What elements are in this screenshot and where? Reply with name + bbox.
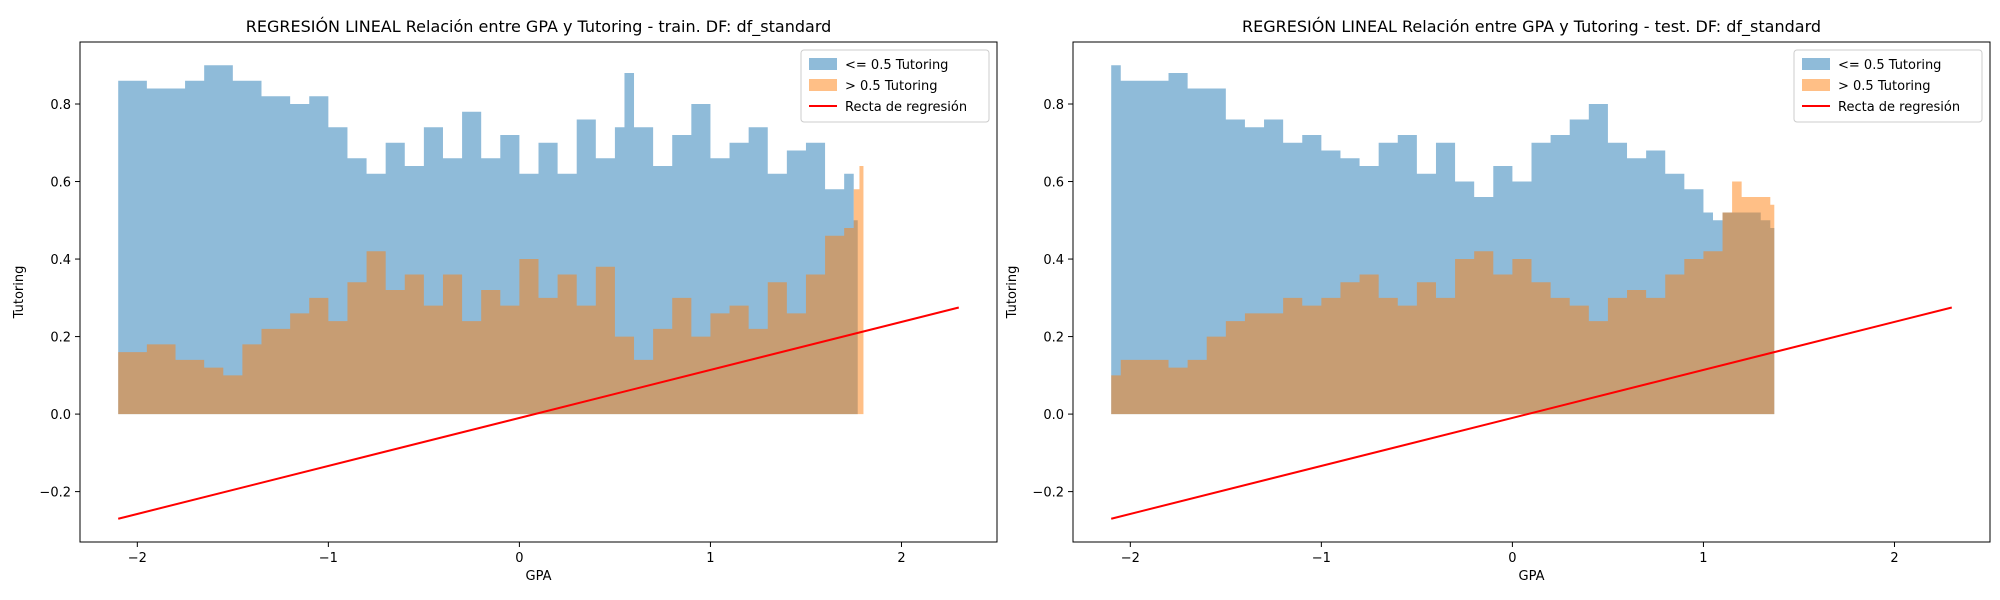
y-tick-label: 0.8 xyxy=(50,98,71,113)
legend-entry: Recta de regresión xyxy=(845,100,967,115)
x-tick-label: 2 xyxy=(1890,551,1898,566)
chart-panel-1: −2 −1 0 1 2 −0.2 0.0 0.2 0.4 0.6 0.8 REGRESIÓN LINE… xyxy=(1005,17,1991,584)
x-tick-label: 0 xyxy=(515,551,523,566)
y-axis-label: Tutoring xyxy=(12,266,27,320)
legend-box xyxy=(1793,49,1983,123)
y-tick-label: 0.6 xyxy=(1043,176,1064,191)
legend-box xyxy=(800,49,990,123)
regression-line xyxy=(1110,306,1953,520)
x-tick-label: −2 xyxy=(128,551,147,566)
x-tick-label: −1 xyxy=(319,551,338,566)
legend-swatch xyxy=(809,79,837,91)
legend-entry: <= 0.5 Tutoring xyxy=(845,58,948,73)
legend: <= 0.5 Tutoring > 0.5 Tutoring Recta de re… xyxy=(800,49,990,123)
y-tick-label: 0.4 xyxy=(1043,253,1064,268)
y-tick-label: 0.0 xyxy=(50,408,71,423)
y-tick-label: 0.4 xyxy=(50,253,71,268)
axes-frame xyxy=(79,41,998,543)
legend-entry: > 0.5 Tutoring xyxy=(1838,79,1931,94)
x-tick-label: 1 xyxy=(706,551,714,566)
x-tick-label: 1 xyxy=(1699,551,1707,566)
plot-area xyxy=(117,65,960,520)
legend-swatch xyxy=(809,58,837,70)
y-tick-label: 0.2 xyxy=(50,331,71,346)
legend-swatch xyxy=(1802,79,1830,91)
y-axis-label: Tutoring xyxy=(1005,266,1020,320)
area-series-1 xyxy=(1111,181,1775,415)
x-tick-label: −2 xyxy=(1121,551,1140,566)
x-tick-label: −1 xyxy=(1312,551,1331,566)
y-tick-label: 0.0 xyxy=(1043,408,1064,423)
legend-entry: Recta de regresión xyxy=(1838,100,1960,115)
axes-frame xyxy=(1072,41,1991,543)
area-series-1 xyxy=(118,166,864,415)
plot-area xyxy=(1110,65,1953,520)
y-tick-label: −0.2 xyxy=(39,486,71,501)
x-tick-label: 0 xyxy=(1508,551,1516,566)
chart-panel-0: −2 −1 0 1 2 −0.2 0.0 0.2 0.4 0.6 0.8 REGRESIÓN LINE… xyxy=(12,17,998,584)
y-tick-label: 0.2 xyxy=(1043,331,1064,346)
y-tick-label: 0.6 xyxy=(50,176,71,191)
chart-title: REGRESIÓN LINEAL Relación entre GPA y Tu… xyxy=(1242,17,1821,37)
y-tick-label: 0.8 xyxy=(1043,98,1064,113)
legend-entry: <= 0.5 Tutoring xyxy=(1838,58,1941,73)
x-axis-label: GPA xyxy=(526,569,552,584)
chart-title: REGRESIÓN LINEAL Relación entre GPA y Tu… xyxy=(246,17,832,37)
regression-line xyxy=(117,306,960,520)
legend-entry: > 0.5 Tutoring xyxy=(845,79,938,94)
legend: <= 0.5 Tutoring > 0.5 Tutoring Recta de re… xyxy=(1793,49,1983,123)
legend-swatch xyxy=(1802,58,1830,70)
x-tick-label: 2 xyxy=(897,551,905,566)
x-axis-label: GPA xyxy=(1519,569,1545,584)
y-tick-label: −0.2 xyxy=(1032,486,1064,501)
